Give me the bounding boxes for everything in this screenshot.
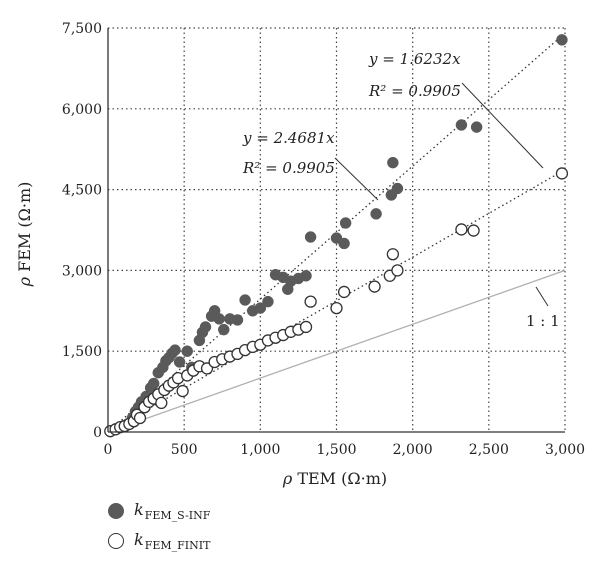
x-tick-label-0: 0 <box>104 442 113 458</box>
point-series0-49 <box>556 34 568 46</box>
data-points <box>104 34 569 438</box>
leader-line-finit <box>461 82 544 169</box>
point-series0-18 <box>181 345 193 357</box>
point-series0-22 <box>199 321 212 333</box>
point-series1-42 <box>455 223 468 236</box>
point-series0-32 <box>262 295 274 308</box>
leader-line-s-inf <box>334 157 379 201</box>
point-series0-42 <box>339 217 352 229</box>
point-series0-45 <box>387 156 399 169</box>
x-tick-label-3: 1,500 <box>316 442 356 458</box>
r2-label-s-inf: R² = 0.9905 <box>242 159 335 177</box>
point-series0-10 <box>147 377 160 390</box>
point-series0-29 <box>239 294 251 306</box>
point-series1-41 <box>391 264 404 277</box>
point-series1-35 <box>304 295 317 308</box>
y-tick-label-4: 6,000 <box>62 102 102 118</box>
y-tick-label-0: 0 <box>93 425 102 441</box>
chart-area: 0 500 1,000 1,500 2,000 2,500 3,000 0 1,500 3,000… <box>15 21 585 488</box>
reference-line-group <box>107 269 566 433</box>
annotations: y = 2.4681x R² = 0.9905 y = 1.6232x R² = 0.… <box>242 50 560 330</box>
y-tick-label-5: 7,500 <box>62 21 102 37</box>
point-series0-26 <box>218 323 230 336</box>
trendline-1 <box>107 170 563 433</box>
point-series1-44 <box>555 167 569 180</box>
point-series1-38 <box>368 280 381 293</box>
y-tick-label-2: 3,000 <box>62 263 102 279</box>
point-series1-7 <box>133 411 147 425</box>
legend-item-s-inf: kFEM_S-INF <box>108 500 210 522</box>
point-series1-17 <box>176 384 189 398</box>
reference-line-label: 1 : 1 <box>526 312 560 330</box>
y-tick-label-1: 1,500 <box>62 344 102 360</box>
point-series0-38 <box>300 270 312 282</box>
point-series1-36 <box>330 301 343 315</box>
point-series0-16 <box>169 344 181 356</box>
x-tick-label-5: 2,500 <box>469 442 509 458</box>
fit-label-s-inf: y = 2.4681x <box>242 129 335 147</box>
r2-label-finit: R² = 0.9905 <box>368 82 461 100</box>
x-tick-label-6: 3,000 <box>545 442 585 458</box>
point-series1-43 <box>467 224 480 237</box>
point-series0-39 <box>304 231 317 243</box>
point-series0-31 <box>254 302 267 314</box>
point-series0-46 <box>391 182 404 195</box>
x-tick-label-1: 500 <box>171 442 198 458</box>
x-axis-label: ρ TEM (Ω·m) <box>282 469 387 488</box>
legend-marker-filled <box>108 503 124 520</box>
point-series0-47 <box>455 119 468 131</box>
legend-label-finit: kFEM_FINIT <box>134 530 211 553</box>
point-series0-28 <box>231 314 244 326</box>
point-series0-43 <box>370 208 382 220</box>
point-series0-41 <box>338 237 350 250</box>
point-series0-25 <box>213 313 225 325</box>
legend-item-finit: kFEM_FINIT <box>108 530 210 552</box>
leader-line-1-to-1 <box>535 286 549 307</box>
point-series1-40 <box>386 248 400 261</box>
reference-line-1-to-1 <box>107 269 566 433</box>
y-tick-label-3: 4,500 <box>62 183 102 199</box>
point-series1-34 <box>299 320 313 334</box>
legend-marker-hollow <box>108 533 124 550</box>
point-series1-37 <box>337 285 351 299</box>
fit-label-finit: y = 1.6232x <box>368 50 461 68</box>
legend-label-s-inf: kFEM_S-INF <box>134 500 211 523</box>
axes <box>107 28 565 433</box>
point-series1-12 <box>155 396 168 410</box>
tick-labels: 0 500 1,000 1,500 2,000 2,500 3,000 0 1,500 3,000… <box>62 21 585 458</box>
x-tick-label-4: 2,000 <box>393 442 433 458</box>
point-series0-17 <box>173 356 186 368</box>
point-series0-48 <box>470 121 483 133</box>
y-axis-label: ρ FEM (Ω·m) <box>15 182 34 288</box>
x-tick-label-2: 1,000 <box>240 442 280 458</box>
